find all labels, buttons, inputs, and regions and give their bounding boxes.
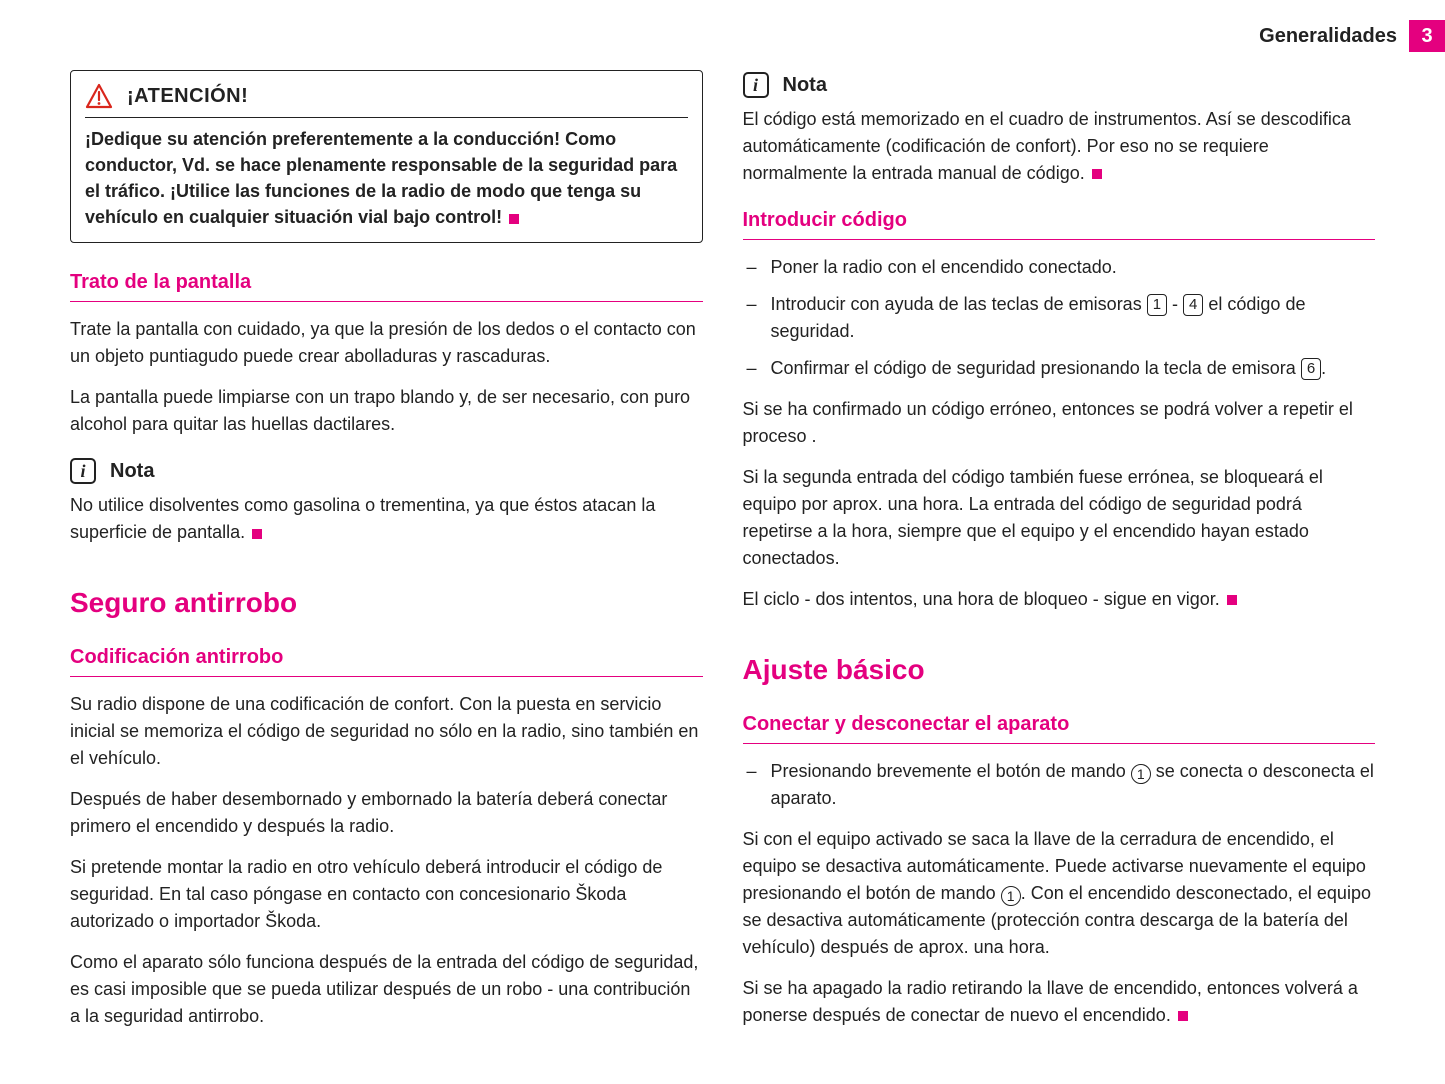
list-item: Presionando brevemente el botón de mando… (743, 758, 1376, 812)
note-title-2: Nota (783, 70, 827, 100)
warning-body: ¡Dedique su atención preferentemente a l… (85, 126, 688, 230)
note-header-2: i Nota (743, 70, 1376, 100)
end-marker-icon (252, 529, 262, 539)
right-column: i Nota El código está memorizado en el c… (743, 70, 1376, 1044)
keycap-1: 1 (1147, 294, 1167, 316)
para-enter-2: Si la segunda entrada del código también… (743, 464, 1376, 572)
li-frag: Confirmar el código de seguridad presion… (771, 358, 1301, 378)
note-body-1: No utilice disolventes como gasolina o t… (70, 492, 703, 546)
para-power-2: Si se ha apagado la radio retirando la l… (743, 975, 1376, 1029)
page-number: 3 (1409, 20, 1445, 52)
para-cod-2: Después de haber desembornado y embornad… (70, 786, 703, 840)
heading-enter-code: Introducir código (743, 205, 1376, 240)
warning-title: ¡ATENCIÓN! (127, 81, 248, 111)
para-power-2-text: Si se ha apagado la radio retirando la l… (743, 978, 1358, 1025)
warning-triangle-icon (85, 83, 113, 109)
end-marker-icon (1092, 169, 1102, 179)
list-item: Poner la radio con el encendido conectad… (743, 254, 1376, 281)
para-screen-2: La pantalla puede limpiarse con un trapo… (70, 384, 703, 438)
heading-basic-settings: Ajuste básico (743, 649, 1376, 691)
heading-power: Conectar y desconectar el aparato (743, 709, 1376, 744)
warning-text: ¡Dedique su atención preferentemente a l… (85, 129, 677, 227)
warning-box: ¡ATENCIÓN! ¡Dedique su atención preferen… (70, 70, 703, 243)
knob-1-icon: 1 (1001, 886, 1021, 906)
knob-1-icon: 1 (1131, 764, 1151, 784)
end-marker-icon (1227, 595, 1237, 605)
enter-code-list: Poner la radio con el encendido conectad… (743, 254, 1376, 382)
para-enter-3-text: El ciclo - dos intentos, una hora de blo… (743, 589, 1220, 609)
para-screen-1: Trate la pantalla con cuidado, ya que la… (70, 316, 703, 370)
li-frag: Presionando brevemente el botón de mando (771, 761, 1131, 781)
end-marker-icon (1178, 1011, 1188, 1021)
para-enter-3: El ciclo - dos intentos, una hora de blo… (743, 586, 1376, 613)
keycap-6: 6 (1301, 358, 1321, 380)
page-header: Generalidades 3 (1259, 20, 1445, 52)
note-text-2: El código está memorizado en el cuadro d… (743, 109, 1351, 183)
para-cod-3: Si pretende montar la radio en otro vehí… (70, 854, 703, 935)
note-text-1: No utilice disolventes como gasolina o t… (70, 495, 655, 542)
info-icon: i (743, 72, 769, 98)
para-power-1: Si con el equipo activado se saca la lla… (743, 826, 1376, 961)
note-body-2: El código está memorizado en el cuadro d… (743, 106, 1376, 187)
para-cod-1: Su radio dispone de una codificación de … (70, 691, 703, 772)
left-column: ¡ATENCIÓN! ¡Dedique su atención preferen… (70, 70, 703, 1044)
power-list: Presionando brevemente el botón de mando… (743, 758, 1376, 812)
li-frag: . (1321, 358, 1326, 378)
list-item: Introducir con ayuda de las teclas de em… (743, 291, 1376, 345)
para-cod-4: Como el aparato sólo funciona después de… (70, 949, 703, 1030)
warning-header: ¡ATENCIÓN! (85, 81, 688, 118)
note-title-1: Nota (110, 456, 154, 486)
header-section: Generalidades (1259, 21, 1397, 51)
list-item: Confirmar el código de seguridad presion… (743, 355, 1376, 382)
note-header-1: i Nota (70, 456, 703, 486)
info-icon: i (70, 458, 96, 484)
li-frag: - (1167, 294, 1183, 314)
content-columns: ¡ATENCIÓN! ¡Dedique su atención preferen… (0, 0, 1445, 1084)
li-frag: Introducir con ayuda de las teclas de em… (771, 294, 1147, 314)
end-marker-icon (509, 214, 519, 224)
para-enter-1: Si se ha confirmado un código erróneo, e… (743, 396, 1376, 450)
keycap-4: 4 (1183, 294, 1203, 316)
heading-coding: Codificación antirrobo (70, 642, 703, 677)
heading-antitheft: Seguro antirrobo (70, 582, 703, 624)
heading-screen-care: Trato de la pantalla (70, 267, 703, 302)
